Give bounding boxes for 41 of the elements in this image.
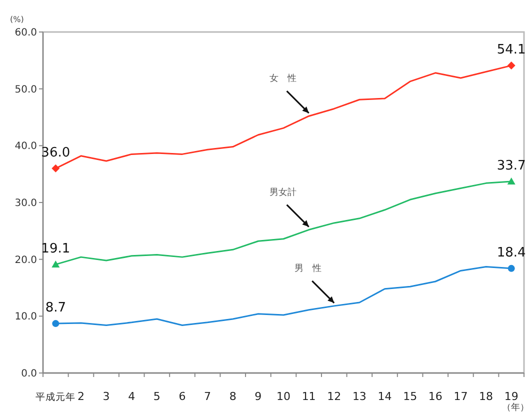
- y-tick-label: 40.0: [14, 141, 37, 152]
- x-tick-label: 14: [378, 390, 392, 403]
- x-tick-label: 4: [128, 390, 136, 403]
- x-tick-label: 16: [428, 390, 442, 403]
- x-tick-label: 6: [178, 390, 186, 403]
- annotation: 男 性: [294, 262, 322, 274]
- x-tick-label: 3: [102, 390, 110, 403]
- x-tick-label: 12: [327, 390, 342, 403]
- point: [52, 320, 60, 328]
- x-tick-label: 5: [153, 390, 160, 403]
- x-tick-label: 平成元年: [36, 391, 76, 403]
- x-tick-label: 17: [454, 390, 468, 403]
- y-tick-label: 10.0: [14, 312, 37, 323]
- data-label: 54.1: [496, 42, 526, 58]
- y-tick-label: 20.0: [14, 254, 37, 266]
- x-tick-label: 9: [254, 390, 262, 403]
- x-tick-label: 11: [302, 390, 316, 403]
- x-tick-label: 18: [479, 390, 494, 403]
- annotation: 男女計: [269, 186, 296, 198]
- x-tick-label: 13: [352, 390, 366, 403]
- x-tick-label: 8: [229, 390, 236, 403]
- y-tick-label: 30.0: [14, 198, 37, 209]
- data-label: 33.7: [496, 158, 526, 174]
- y-axis-title: (%): [10, 15, 24, 24]
- point: [52, 164, 60, 172]
- x-tick-label: 2: [77, 390, 84, 403]
- y-tick-label: 60.0: [14, 28, 37, 38]
- y-tick-label: 50.0: [14, 84, 37, 96]
- x-tick-label: 19: [504, 390, 518, 403]
- x-tick-label: 10: [276, 390, 290, 403]
- data-label: 18.4: [496, 245, 526, 260]
- annotation: 女 性: [269, 73, 296, 84]
- data-label: 19.1: [41, 241, 70, 256]
- point: [508, 264, 515, 272]
- x-tick-label: 15: [403, 390, 418, 403]
- x-axis-title: （年）: [502, 402, 529, 412]
- x-tick-label: 7: [204, 390, 212, 403]
- point: [507, 62, 516, 70]
- y-tick-label: 0.0: [21, 368, 37, 380]
- data-label: 8.7: [45, 300, 66, 316]
- data-label: 36.0: [41, 145, 70, 160]
